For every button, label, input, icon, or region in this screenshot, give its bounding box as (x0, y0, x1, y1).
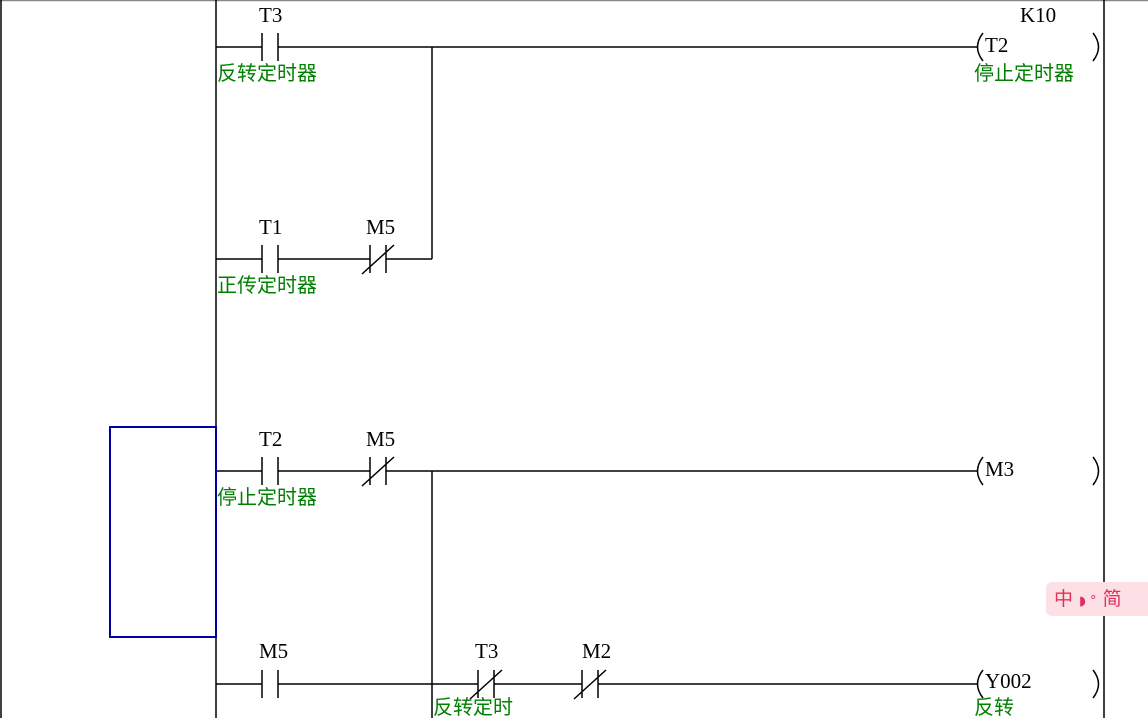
comment: 反转 (974, 695, 1014, 719)
contact-nc-M5 (361, 244, 395, 275)
contact-no-T2 (261, 457, 279, 485)
coil-T2 (976, 32, 1100, 62)
comment: 反转定时 (433, 695, 513, 719)
ime-status-bar[interactable]: 中 ◗ ° 简 (1046, 582, 1148, 616)
comment: 反转定时器 (217, 61, 317, 85)
comment: 停止定时器 (217, 485, 317, 509)
coil-device: Y002 (985, 669, 1032, 693)
contact-no-T3 (261, 33, 279, 61)
contact-nc-T3 (469, 669, 503, 700)
contact-nc-M2 (573, 669, 607, 700)
ime-mode[interactable]: 中 (1054, 588, 1074, 610)
contact-nc-M5-2 (361, 456, 395, 487)
device-label: M5 (259, 639, 289, 663)
device-label: T3 (259, 3, 283, 27)
comment: 正传定时器 (217, 273, 317, 297)
device-label: T3 (475, 639, 499, 663)
ime-punct[interactable]: ◗ ° (1079, 594, 1097, 609)
device-label: T1 (259, 215, 283, 239)
device-label: M5 (366, 215, 396, 239)
coil-M3 (976, 456, 1100, 486)
edit-cursor[interactable] (109, 426, 217, 638)
coil-device: T2 (985, 33, 1009, 57)
device-label: M2 (582, 639, 612, 663)
contact-no-M5 (261, 670, 279, 698)
coil-Y002 (976, 669, 1100, 699)
ime-script[interactable]: 简 (1102, 588, 1122, 610)
comment: 停止定时器 (974, 61, 1074, 85)
coil-device: M3 (985, 457, 1015, 481)
device-label: T2 (259, 427, 283, 451)
device-label: M5 (366, 427, 396, 451)
contact-no-T1 (261, 245, 279, 273)
coil-setting: K10 (1020, 3, 1057, 27)
